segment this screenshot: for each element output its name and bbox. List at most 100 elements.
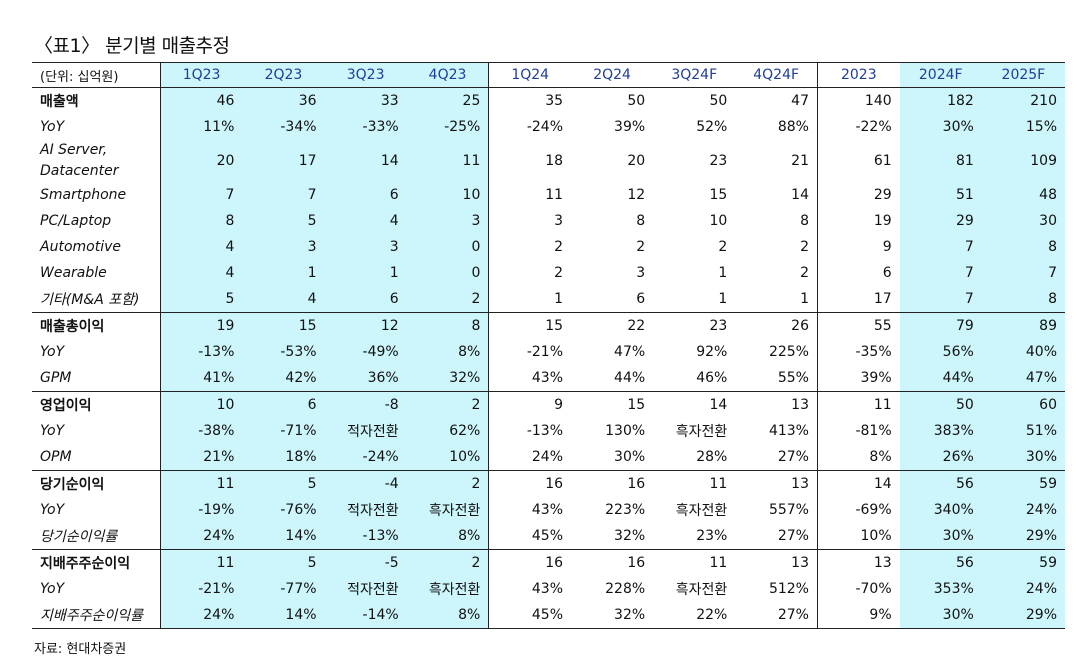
cell-value: 3 (488, 208, 572, 234)
cell-value: 17 (242, 140, 325, 182)
cell-value: 42% (242, 365, 325, 392)
row-label: YoY (40, 502, 65, 518)
cell-value: 10% (406, 444, 489, 471)
cell-value: 11 (406, 140, 489, 182)
cell-value: 5 (242, 549, 325, 576)
cell-value: 2 (406, 391, 489, 418)
cell-value: 3 (324, 234, 407, 260)
cell-value: -70% (816, 576, 900, 602)
cell-value: 81 (899, 140, 982, 182)
row-label: 영업이익 (40, 398, 92, 414)
cell-value: 10 (709, 213, 728, 229)
cell-value: 10 (406, 182, 489, 208)
cell-value: 1 (735, 286, 818, 313)
cell-value: 18% (242, 444, 325, 471)
cell-value: 29 (816, 182, 900, 208)
cell-value: 50 (709, 93, 728, 109)
table-row: Smartphone 7 7 6 10 11 12 15 14 29 51 48 (32, 182, 1065, 208)
table-row: 매출액 46 36 33 25 35 50 50 47 140 182 210 (32, 87, 1065, 114)
table-row: YoY -19% -76% 적자전환 흑자전환 43% 223% 흑자전환 557% -69% 34… (32, 497, 1065, 523)
cell-value: 24% (981, 576, 1065, 602)
cell-value: 28% (653, 444, 736, 471)
cell-value: -34% (242, 114, 325, 140)
cell-value: 50 (899, 391, 982, 418)
cell-value: 11 (709, 555, 728, 571)
cell-value: 32% (406, 365, 489, 392)
cell-value: 43% (488, 365, 572, 392)
table-row: AI Server, Datacenter 20 17 14 11 18 20 23 21 61 8… (32, 140, 1065, 182)
cell-value: 2 (800, 265, 809, 281)
column-header: 3Q24F (653, 62, 736, 88)
table-row: YoY -38% -71% 적자전환 62% -13% 130% 흑자전환 413% -81% 38… (32, 418, 1065, 444)
cell-value: 55% (735, 365, 818, 392)
cell-value: 56% (899, 339, 982, 365)
cell-value: 14 (816, 470, 900, 497)
cell-value: -24% (488, 114, 572, 140)
cell-value: 8 (636, 213, 646, 229)
cell-value: 15% (981, 114, 1065, 140)
cell-value: -22% (816, 114, 900, 140)
cell-value: 55 (816, 312, 900, 339)
cell-value: 225% (768, 344, 809, 360)
cell-value: 11% (159, 114, 243, 140)
cell-value: 6 (571, 286, 654, 313)
cell-value: 21 (791, 153, 809, 169)
cell-value: -4 (324, 470, 407, 497)
cell-value: 11 (159, 470, 243, 497)
cell-value: 60 (981, 391, 1065, 418)
row-label: 지배주주순이익 (40, 556, 131, 572)
table-row: 영업이익 10 6 -8 2 9 15 14 13 11 50 60 (32, 391, 1065, 418)
row-label: YoY (40, 423, 65, 439)
cell-value: 흑자전환 (675, 424, 728, 440)
cell-value: 13 (816, 549, 900, 576)
cell-value: 1 (324, 260, 407, 286)
cell-value: 40% (981, 339, 1065, 365)
cell-value: -49% (324, 339, 407, 365)
cell-value: -14% (324, 602, 407, 629)
cell-value: 18 (488, 140, 572, 182)
cell-value: 9 (816, 234, 900, 260)
cell-value: 210 (981, 87, 1065, 114)
table-row: YoY -13% -53% -49% 8% -21% 47% 92% 225% -35% 56% 40… (32, 339, 1065, 365)
cell-value: 14 (791, 187, 809, 203)
cell-value: 8 (406, 312, 489, 339)
cell-value: 46 (159, 87, 243, 114)
cell-value: 39% (816, 365, 900, 392)
cell-value: 14% (242, 602, 325, 629)
cell-value: 35 (488, 87, 572, 114)
row-label: Automotive (40, 239, 121, 255)
cell-value: -21% (488, 339, 572, 365)
cell-value: 6 (324, 182, 407, 208)
cell-value: 2 (488, 260, 572, 286)
cell-value: 353% (899, 576, 982, 602)
cell-value: 2 (406, 286, 489, 313)
cell-value: 383% (899, 418, 982, 444)
row-label: YoY (40, 344, 65, 360)
cell-value: 48 (981, 182, 1065, 208)
source-note: 자료: 현대차증권 (34, 642, 127, 657)
cell-value: 15 (488, 312, 572, 339)
cell-value: -19% (159, 497, 243, 523)
cell-value: 15 (627, 397, 646, 413)
table-row: 지배주주순이익률 24% 14% -14% 8% 45% 32% 22% 27% 9% 30% 29% (32, 602, 1065, 629)
cell-value: 8% (406, 602, 489, 629)
cell-value: 27% (735, 444, 818, 471)
column-header: 2Q24 (571, 62, 654, 88)
cell-value: 5 (242, 470, 325, 497)
cell-value: 51 (899, 182, 982, 208)
cell-value: 88% (777, 119, 809, 135)
cell-value: 44% (899, 365, 982, 392)
cell-value: 9 (488, 391, 572, 418)
cell-value: 20 (159, 140, 243, 182)
unit-label: (단위: 십억원) (32, 62, 161, 88)
table-row: 당기순이익 11 5 -4 2 16 16 11 13 14 56 59 (32, 470, 1065, 497)
cell-value: 29% (981, 523, 1065, 550)
cell-value: 7 (899, 286, 982, 313)
cell-value: 512% (768, 581, 809, 597)
cell-value: 13 (791, 555, 809, 571)
cell-value: 24% (159, 523, 243, 550)
cell-value: -77% (242, 576, 325, 602)
cell-value: 흑자전환 (675, 503, 728, 519)
cell-value: 2 (800, 239, 809, 255)
cell-value: 25 (406, 87, 489, 114)
